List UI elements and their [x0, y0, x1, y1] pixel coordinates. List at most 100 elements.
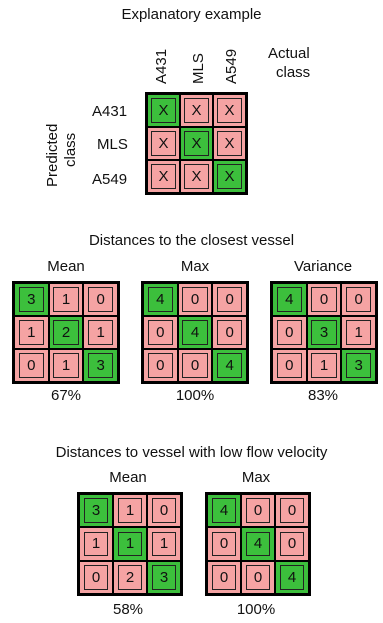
closest-variance-cell-value: 0 — [345, 287, 372, 312]
closest-max-label: Max — [180, 258, 210, 275]
predicted-label-line1: Predicted — [44, 123, 61, 187]
lowflow-max-cell-r3c3: 4 — [275, 560, 309, 594]
closest-mean-cell-value: 3 — [87, 353, 114, 378]
closest-max-cell-r3c2: 0 — [177, 349, 213, 382]
lowflow-mean-cell-value: 0 — [151, 498, 177, 523]
example-cell-r2c1: X — [147, 127, 180, 160]
closest-max-cell-value: 0 — [147, 320, 174, 345]
lowflow-mean-cell-r1c2: 1 — [113, 494, 147, 528]
lowflow-max-cell-value: 4 — [211, 498, 237, 523]
lowflow-max-cell-r3c2: 0 — [241, 560, 275, 594]
lowflow-mean-accuracy: 58% — [112, 601, 144, 618]
lowflow-max-cell-r1c1: 4 — [207, 494, 241, 528]
closest-mean-label: Mean — [47, 258, 85, 275]
lowflow-max-cell-value: 4 — [279, 565, 305, 590]
closest-mean-cell-r2c1: 1 — [14, 316, 49, 349]
example-cell-r1c3: X — [213, 94, 246, 127]
example-cell-value: X — [184, 131, 209, 156]
actual-label-line1: Actual — [268, 45, 310, 62]
lowflow-title: Distances to vessel with low flow veloci… — [55, 444, 328, 461]
lowflow-max-cell-value: 0 — [245, 565, 271, 590]
closest-mean-cell-r3c2: 1 — [48, 349, 84, 382]
example-cell-r3c1: X — [147, 160, 180, 193]
closest-variance-cell-value: 0 — [276, 320, 303, 345]
example-cell-r1c2: X — [180, 94, 213, 127]
closest-variance-label: Variance — [293, 258, 353, 275]
closest-variance-cell-value: 4 — [276, 287, 303, 312]
lowflow-max-cell-value: 0 — [211, 531, 237, 557]
closest-max-cell-r3c1: 0 — [143, 349, 178, 382]
closest-variance-cell-value: 1 — [311, 353, 337, 378]
lowflow-max-cell-r2c1: 0 — [207, 527, 241, 561]
closest-mean-cell-value: 3 — [18, 287, 45, 312]
example-cell-r1c1: X — [147, 94, 180, 127]
closest-variance-cell-value: 1 — [345, 320, 372, 345]
lowflow-mean-cell-value: 3 — [151, 565, 177, 590]
closest-mean-cell-r1c3: 0 — [83, 283, 118, 316]
lowflow-max-cell-value: 4 — [245, 531, 271, 557]
col-label-a549: A549 — [223, 48, 240, 84]
closest-mean-cell-value: 0 — [18, 353, 45, 378]
closest-mean-cell-r1c2: 1 — [48, 283, 84, 316]
closest-max-cell-value: 4 — [216, 353, 243, 378]
lowflow-max-cell-value: 0 — [245, 498, 271, 523]
lowflow-mean-cell-value: 1 — [117, 531, 143, 557]
closest-variance-cell-r1c1: 4 — [272, 283, 307, 316]
lowflow-max-cell-value: 0 — [279, 531, 305, 557]
lowflow-mean-label: Mean — [109, 469, 147, 486]
closest-mean-cell-value: 2 — [53, 320, 79, 345]
closest-max-cell-value: 4 — [147, 287, 174, 312]
closest-mean-cell-value: 1 — [18, 320, 45, 345]
lowflow-mean-cell-value: 1 — [117, 498, 143, 523]
example-cell-value: X — [151, 98, 176, 123]
actual-label-line2: class — [276, 64, 311, 81]
lowflow-max-cell-r1c2: 0 — [241, 494, 275, 528]
lowflow-max-cell-r1c3: 0 — [275, 494, 309, 528]
closest-max-cell-r2c3: 0 — [212, 316, 247, 349]
lowflow-max-accuracy: 100% — [236, 601, 276, 618]
closest-variance-cell-r1c3: 0 — [341, 283, 376, 316]
lowflow-mean-cell-r3c2: 2 — [113, 560, 147, 594]
example-cell-value: X — [184, 98, 209, 123]
closest-max-cell-value: 0 — [216, 287, 243, 312]
closest-variance-cell-r3c1: 0 — [272, 349, 307, 382]
example-cell-value: X — [184, 164, 209, 189]
example-cell-value: X — [217, 131, 242, 156]
closest-variance-cell-value: 0 — [311, 287, 337, 312]
col-label-a431: A431 — [153, 48, 170, 84]
example-cell-r3c3: X — [213, 160, 246, 193]
closest-mean-cell-value: 1 — [53, 287, 79, 312]
closest-variance-cell-value: 0 — [276, 353, 303, 378]
lowflow-mean-cell-r2c3: 1 — [147, 527, 181, 561]
closest-max-cell-r2c2: 4 — [177, 316, 213, 349]
closest-variance-cell-r1c2: 0 — [306, 283, 342, 316]
closest-variance-cell-value: 3 — [311, 320, 337, 345]
closest-max-cell-r1c1: 4 — [143, 283, 178, 316]
closest-mean-cell-value: 0 — [87, 287, 114, 312]
closest-variance-accuracy: 83% — [307, 387, 339, 404]
closest-max-cell-value: 0 — [147, 353, 174, 378]
closest-mean-cell-r1c1: 3 — [14, 283, 49, 316]
lowflow-mean-cell-r3c3: 3 — [147, 560, 181, 594]
closest-max-cell-r2c1: 0 — [143, 316, 178, 349]
closest-max-cell-value: 0 — [182, 353, 208, 378]
row-label-mls: MLS — [97, 136, 128, 153]
closest-mean-cell-value: 1 — [53, 353, 79, 378]
closest-max-cell-value: 0 — [216, 320, 243, 345]
closest-max-accuracy: 100% — [175, 387, 215, 404]
example-cell-value: X — [217, 164, 242, 189]
example-cell-r3c2: X — [180, 160, 213, 193]
lowflow-max-cell-r2c2: 4 — [241, 527, 275, 561]
closest-variance-cell-r3c3: 3 — [341, 349, 376, 382]
lowflow-mean-cell-value: 1 — [83, 531, 109, 557]
lowflow-mean-cell-r3c1: 0 — [79, 560, 113, 594]
lowflow-max-cell-r3c1: 0 — [207, 560, 241, 594]
closest-mean-cell-r2c2: 2 — [48, 316, 84, 349]
closest-max-cell-r3c3: 4 — [212, 349, 247, 382]
closest-max-cell-r1c2: 0 — [177, 283, 213, 316]
lowflow-max-cell-value: 0 — [279, 498, 305, 523]
